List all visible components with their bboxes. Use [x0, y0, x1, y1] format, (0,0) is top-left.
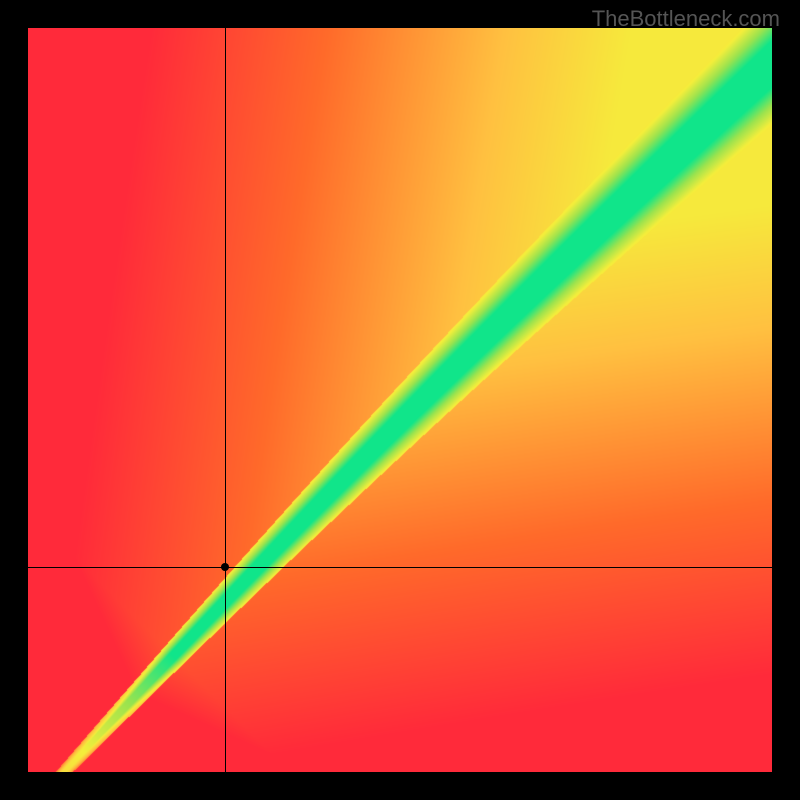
crosshair-horizontal	[28, 567, 772, 568]
chart-container: TheBottleneck.com	[0, 0, 800, 800]
crosshair-vertical	[225, 28, 226, 772]
crosshair-point	[221, 563, 229, 571]
watermark-text: TheBottleneck.com	[592, 6, 780, 32]
heatmap-canvas	[28, 28, 772, 772]
plot-area	[28, 28, 772, 772]
